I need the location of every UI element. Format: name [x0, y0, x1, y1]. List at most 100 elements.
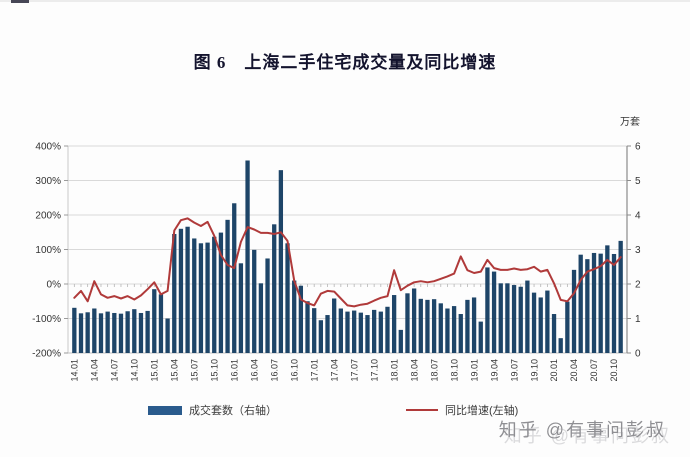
x-axis-tick-label: 19.10	[529, 359, 539, 382]
bar	[165, 318, 170, 353]
bar	[265, 258, 270, 353]
page-top-strip	[0, 0, 690, 2]
x-axis-tick-label: 16.10	[289, 359, 299, 382]
x-axis-tick-label: 20.07	[589, 359, 599, 382]
bar-series-swatch	[148, 405, 182, 415]
x-axis-tick-label: 16.04	[249, 359, 259, 382]
bar	[132, 309, 137, 353]
bar	[531, 292, 537, 353]
x-axis-tick-label: 20.04	[569, 359, 579, 382]
bar	[618, 240, 623, 353]
bar	[411, 288, 417, 353]
bar	[298, 285, 304, 353]
right-axis-tick-label: 5	[635, 176, 641, 187]
bar	[292, 280, 297, 353]
x-axis-tick-label: 18.01	[389, 359, 399, 382]
left-axis-tick-label: 100%	[35, 245, 61, 256]
bar	[372, 309, 377, 353]
bar	[78, 313, 84, 353]
zhihu-watermark: 知乎 @有事问彭叔	[498, 420, 666, 440]
right-axis-unit-label: 万套	[620, 117, 640, 128]
left-axis-tick-label: 300%	[35, 176, 61, 187]
bar	[305, 301, 310, 353]
bar	[611, 253, 617, 353]
x-axis-tick-label: 15.04	[169, 359, 179, 382]
scan-artifact-dash	[11, 0, 29, 3]
left-axis-tick-label: -100%	[32, 314, 61, 325]
bar	[605, 245, 610, 353]
x-axis-tick-label: 18.04	[409, 359, 419, 382]
bar	[138, 312, 144, 353]
bar	[591, 252, 597, 353]
x-axis-tick-label: 20.01	[549, 359, 559, 382]
bar	[172, 233, 177, 353]
x-axis-tick-label: 17.10	[369, 359, 379, 382]
bar	[225, 219, 230, 353]
bar	[192, 238, 197, 353]
legend-label-line: 同比增速(左轴)	[445, 405, 519, 417]
x-axis-tick-label: 16.01	[229, 359, 239, 382]
bar	[425, 299, 430, 353]
bar	[125, 311, 130, 353]
x-axis-tick-label: 14.04	[90, 359, 100, 382]
bar	[92, 308, 97, 353]
x-axis-tick-label: 17.04	[329, 359, 339, 382]
legend-label-bars: 成交套数（右轴）	[189, 405, 277, 417]
bar	[245, 160, 250, 353]
bar	[312, 308, 317, 353]
left-axis-tick-label: 400%	[35, 142, 61, 153]
x-axis-tick-label: 19.01	[469, 359, 479, 382]
bar	[185, 226, 190, 353]
x-axis-tick-label: 14.10	[129, 359, 139, 382]
right-axis-tick-label: 2	[635, 280, 641, 291]
bar	[498, 283, 503, 353]
bar	[338, 308, 343, 353]
chart-legend: 成交套数（右轴） 同比增速(左轴)	[0, 401, 690, 419]
right-axis-tick-label: 6	[635, 142, 641, 153]
bar	[558, 338, 563, 353]
bar	[345, 311, 350, 353]
bar	[478, 321, 483, 353]
left-axis-tick-label: -200%	[32, 349, 61, 360]
x-axis-tick-label: 18.07	[429, 359, 439, 382]
x-axis-tick-label: 19.07	[509, 359, 519, 382]
bar	[445, 308, 450, 353]
bar	[525, 280, 530, 353]
x-axis-tick-label: 14.07	[110, 359, 120, 382]
bar	[491, 271, 497, 353]
bar	[458, 314, 463, 353]
left-axis-tick-label: 200%	[35, 211, 61, 222]
bar	[431, 299, 437, 353]
right-axis-tick-label: 0	[635, 349, 641, 360]
bar	[112, 312, 117, 353]
bar	[391, 295, 397, 353]
bar	[118, 313, 124, 353]
bar	[585, 259, 590, 353]
bar	[465, 299, 470, 353]
bar	[72, 307, 77, 353]
bar	[385, 306, 390, 353]
x-axis-tick-label: 18.10	[449, 359, 459, 382]
bar	[418, 298, 423, 353]
bar	[238, 263, 244, 353]
bar	[145, 310, 150, 353]
x-axis-tick-label: 15.01	[149, 359, 159, 382]
bar	[358, 312, 363, 353]
bar	[285, 243, 290, 353]
bar	[325, 315, 330, 353]
legend-item-bars: 成交套数（右轴）	[148, 401, 277, 419]
x-axis-tick-label: 20.10	[609, 359, 619, 382]
line-series-swatch	[406, 408, 438, 412]
yoy-line	[73, 217, 622, 308]
chart-title: 图 6 上海二手住宅成交量及同比增速	[193, 53, 497, 72]
bar	[545, 290, 550, 353]
x-axis-tick-label: 19.04	[489, 359, 499, 382]
x-axis-tick-label: 17.07	[349, 359, 359, 382]
legend-item-line: 同比增速(左轴)	[406, 401, 518, 419]
bar	[85, 312, 90, 353]
bar	[471, 297, 477, 353]
left-axis-tick-label: 0%	[47, 280, 62, 291]
bar	[198, 243, 204, 353]
bar	[278, 170, 284, 353]
